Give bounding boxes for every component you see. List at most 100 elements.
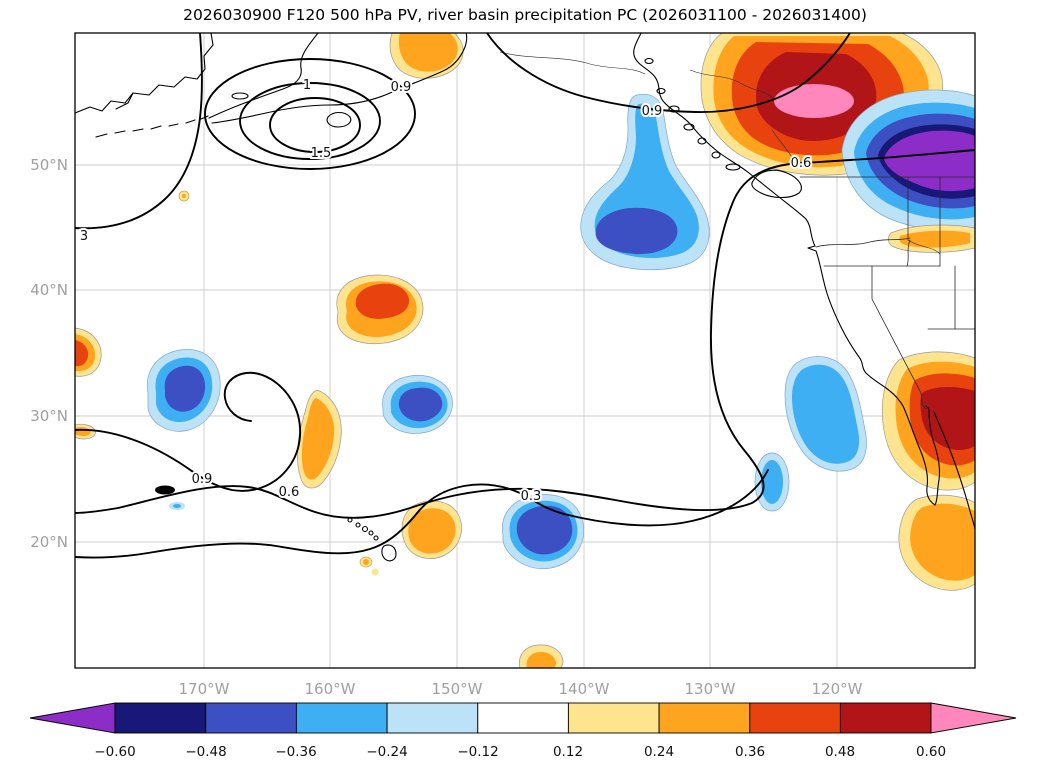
anomaly-spot-bottom-edge bbox=[519, 644, 564, 668]
colorbar-tick-label: 0.36 bbox=[735, 744, 765, 760]
island-kodiak bbox=[326, 111, 352, 128]
x-tick-label: 120°W bbox=[812, 680, 863, 698]
fill-level-4 bbox=[920, 387, 975, 450]
coastline-alaska-west bbox=[249, 33, 319, 102]
coastline-gulf-of-alaska bbox=[329, 33, 468, 106]
anomaly-funnel-gulf-alaska bbox=[580, 93, 710, 271]
y-tick-label: 30°N bbox=[30, 407, 68, 425]
river-snake bbox=[907, 239, 941, 255]
anomaly-streak-great-basin bbox=[887, 224, 975, 253]
colorbar: −0.60 −0.48 −0.36 −0.24 −0.12 0.12 0.24 … bbox=[29, 702, 1017, 760]
y-tick-label: 50°N bbox=[30, 156, 68, 174]
x-tick-label: 130°W bbox=[685, 680, 736, 698]
anomaly-blob-alaska-south bbox=[389, 33, 464, 79]
x-tick-labels: 170°W 160°W 150°W 140°W 130°W 120°W bbox=[179, 680, 863, 698]
colorbar-segment bbox=[205, 702, 297, 734]
coastline-us-west bbox=[805, 218, 904, 407]
island-hawaii bbox=[361, 525, 369, 533]
island-hawaii bbox=[373, 535, 379, 541]
pv-contour-closed-small bbox=[155, 485, 175, 495]
anomaly-blob-central-north bbox=[336, 274, 424, 344]
fill-level-2 bbox=[301, 398, 335, 480]
river-alaska-interior bbox=[499, 51, 646, 75]
x-tick-label: 140°W bbox=[559, 680, 610, 698]
fill-level-2 bbox=[398, 33, 458, 72]
fill-level-neg3 bbox=[398, 387, 443, 422]
y-tick-labels: 50°N 40°N 30°N 20°N bbox=[30, 156, 68, 551]
island bbox=[697, 137, 707, 145]
contour-label: 0.6 bbox=[279, 485, 300, 500]
coastline-baja-california bbox=[902, 405, 941, 506]
colorbar-tick-label: 0.60 bbox=[916, 744, 946, 760]
colorbar-tick-label: −0.48 bbox=[185, 744, 226, 760]
contour-label: 1 bbox=[303, 78, 311, 93]
pv-contour-0p9-hook bbox=[75, 371, 302, 492]
anomaly-blob-pacific-northwest-negative bbox=[841, 89, 975, 231]
border-or-id bbox=[906, 239, 911, 267]
fill-level-neg5-purple-core bbox=[884, 130, 975, 192]
contour-label: 0.6 bbox=[791, 156, 812, 171]
island bbox=[644, 57, 654, 65]
fill-level-1 bbox=[371, 568, 379, 576]
colorbar-segment bbox=[567, 702, 660, 734]
fill-level-neg2 bbox=[173, 504, 181, 508]
precip-anomaly-fills bbox=[75, 33, 975, 668]
borders-rivers bbox=[499, 51, 975, 410]
fill-level-3 bbox=[355, 283, 410, 319]
colorbar-segment bbox=[114, 702, 207, 734]
anomaly-oval-offshore-small bbox=[754, 452, 790, 512]
island-hawaii bbox=[355, 522, 361, 528]
x-tick-label: 160°W bbox=[305, 680, 356, 698]
anomaly-specs-hawaii bbox=[359, 556, 379, 576]
anomaly-blob-mexico-south bbox=[898, 494, 975, 591]
colorbar-tick-label: −0.60 bbox=[94, 744, 135, 760]
coastline-chukotka bbox=[75, 33, 214, 114]
fill-level-2 bbox=[526, 651, 556, 668]
pv-contour-3 bbox=[75, 33, 203, 230]
anomaly-spec-cyan-sw bbox=[169, 502, 185, 510]
x-tick-label: 150°W bbox=[432, 680, 483, 698]
colorbar-tick-label: −0.12 bbox=[457, 744, 498, 760]
island-st-lawrence bbox=[231, 92, 249, 100]
pv-contours bbox=[75, 33, 975, 559]
colorbar-segment bbox=[386, 702, 479, 734]
island-haida-gwaii bbox=[725, 163, 741, 171]
colorbar-segment bbox=[477, 702, 569, 734]
island-hawaii-big bbox=[381, 544, 397, 562]
anomaly-blob-bc-coast bbox=[700, 33, 944, 176]
anomaly-streak-hook bbox=[297, 389, 342, 489]
pv-contour-0p9-long bbox=[486, 33, 851, 113]
fill-level-3 bbox=[75, 340, 89, 367]
island-vancouver bbox=[751, 169, 802, 199]
coastline-alaska-peninsula bbox=[208, 100, 331, 124]
fill-level-neg3 bbox=[516, 505, 573, 555]
colorbar-segment bbox=[658, 702, 751, 734]
colorbar-tick-label: 0.12 bbox=[553, 744, 583, 760]
contour-label: 0.9 bbox=[192, 472, 213, 487]
fill-level-neg2 bbox=[792, 364, 860, 464]
contour-label: 0.3 bbox=[521, 489, 542, 504]
colorbar-tick-label: −0.24 bbox=[366, 744, 407, 760]
anomaly-spec-yellow-nw bbox=[178, 190, 190, 202]
fill-level-2 bbox=[363, 559, 369, 565]
river-yukon bbox=[689, 69, 776, 101]
x-tick-label: 170°W bbox=[179, 680, 230, 698]
pv-contour-1p5-loop bbox=[269, 97, 361, 153]
fill-level-2 bbox=[910, 503, 975, 581]
colorbar-swatches bbox=[29, 702, 1017, 734]
coastline-chukotka-spur bbox=[115, 92, 134, 110]
pv-contour-1-loop bbox=[239, 82, 381, 160]
anomaly-blob-left-edge bbox=[75, 327, 102, 377]
contour-label: 0.9 bbox=[391, 80, 412, 95]
y-tick-label: 20°N bbox=[30, 533, 68, 551]
island-hawaii bbox=[368, 530, 374, 536]
fill-level-neg2 bbox=[761, 460, 783, 504]
fill-level-2 bbox=[408, 508, 456, 554]
pv-contour-0p6-long bbox=[75, 149, 975, 519]
colorbar-tick-label: 0.48 bbox=[825, 744, 855, 760]
colorbar-segment bbox=[839, 702, 932, 734]
pv-contour-0p9-loop bbox=[204, 58, 416, 170]
contour-label: 3 bbox=[80, 229, 88, 244]
